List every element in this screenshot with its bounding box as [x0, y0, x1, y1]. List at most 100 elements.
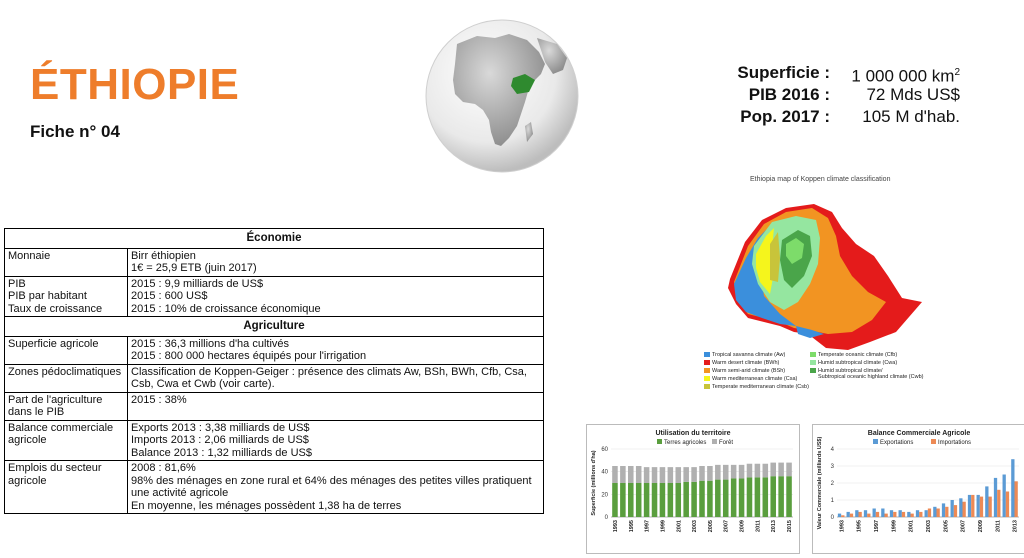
- x-tick-label: 1995: [629, 520, 635, 532]
- row-label-line: Balance commerciale: [8, 421, 114, 434]
- row-value-line: 2015 : 800 000 hectares équipés pour l'i…: [131, 350, 367, 362]
- x-tick-label: 1993: [613, 520, 619, 532]
- bar: [730, 478, 737, 517]
- x-tick-label: 2011: [755, 520, 761, 532]
- row-label: Zones pédoclimatiques: [4, 363, 128, 393]
- bar: [863, 510, 868, 517]
- row-value-line: 1€ = 25,9 ETB (juin 2017): [131, 262, 257, 274]
- country-title: ÉTHIOPIE: [30, 60, 240, 109]
- legend-label: Temperate mediterranean climate (Csb): [712, 384, 809, 390]
- y-axis-label: Valeur Commerciale (milliards US$): [817, 437, 823, 530]
- x-tick-label: 2003: [926, 520, 932, 532]
- row-value-line: Classification de Koppen-Geiger : présen…: [131, 365, 527, 378]
- bar: [837, 513, 842, 517]
- bar: [933, 506, 937, 517]
- y-tick-label: 60: [601, 447, 608, 453]
- table-row: Superficie agricole 2015 : 36,3 millions …: [4, 335, 544, 365]
- table-row: PIB PIB par habitant Taux de croissance 201…: [4, 275, 544, 317]
- legend-label: Humid subtropical climate (Cwa): [818, 360, 897, 366]
- koppen-climate-map: Ethiopia map of Koppen climate classific…: [700, 176, 940, 406]
- land-use-chart: Utilisation du territoire Terres agricole…: [586, 424, 800, 554]
- bar: [950, 500, 954, 517]
- x-tick-label: 1997: [645, 520, 651, 532]
- x-tick-label: 1999: [891, 520, 897, 532]
- globe-locator-map: [425, 19, 579, 173]
- bar: [691, 481, 697, 517]
- fact-sheet-table: Économie Monnaie Birr éthiopien 1€ = 25,9 E…: [4, 228, 544, 514]
- row-value-line: Csb, Cwa et Cwb (voir carte).: [131, 378, 275, 390]
- row-label-line: agricole: [8, 474, 47, 487]
- bar: [699, 480, 705, 517]
- row-value: Exports 2013 : 3,38 milliards de US$ Impo…: [127, 419, 544, 461]
- ethiopia-highlight: [511, 74, 535, 94]
- bar: [985, 486, 989, 517]
- row-label: Emplois du secteur agricole: [4, 460, 128, 514]
- bar: [936, 508, 940, 517]
- table-row: Zones pédoclimatiques Classification de K…: [4, 363, 544, 393]
- row-label: Superficie agricole: [4, 335, 128, 365]
- bar: [754, 463, 761, 478]
- bar: [971, 494, 975, 517]
- legend-label-line: Temperate oceanic climate (Cfb): [818, 352, 898, 358]
- bar: [907, 511, 911, 517]
- legend-label: Temperate oceanic climate (Cfb): [818, 352, 897, 358]
- legend-label: Warm desert climate (BWh): [712, 360, 779, 366]
- bar: [927, 508, 932, 517]
- row-value-line: 2015 : 36,3 millions d'ha cultivés: [131, 337, 290, 350]
- legend-swatch: [810, 352, 816, 357]
- section-heading: Économie: [4, 228, 544, 249]
- bar: [855, 510, 859, 517]
- bar: [919, 511, 923, 517]
- row-value: 2015 : 36,3 millions d'ha cultivés 2015 :…: [127, 335, 544, 365]
- y-tick-label: 1: [831, 498, 835, 504]
- bar: [628, 466, 634, 483]
- row-label-line: PIB: [8, 277, 26, 290]
- stat-value: 72 Mds US$: [866, 85, 960, 104]
- legend-swatch: [704, 368, 710, 373]
- bar: [997, 489, 1001, 517]
- legend-label: Warm semi-arid climate (BSh): [712, 368, 785, 374]
- x-tick-label: 2005: [708, 520, 714, 532]
- x-tick-label: 2007: [724, 520, 730, 532]
- row-value-line: 98% des ménages en zone rural et 64% des…: [131, 474, 532, 487]
- bar: [770, 476, 776, 517]
- table-row: Balance commerciale agricole Exports 2013 …: [4, 419, 544, 461]
- legend-swatch: [712, 439, 717, 444]
- bar: [872, 508, 876, 517]
- bar: [910, 513, 914, 517]
- x-tick-label: 2009: [740, 520, 746, 532]
- x-tick-label: 2013: [771, 520, 777, 532]
- legend-item: Temperate mediterranean climate (Csb): [704, 384, 809, 390]
- stat-gdp: PIB 2016 : 72 Mds US$: [700, 84, 960, 106]
- bar: [941, 503, 946, 517]
- bar: [1005, 491, 1010, 517]
- legend-label: Forêt: [719, 440, 733, 446]
- bar: [841, 515, 845, 517]
- stat-label: Superficie :: [737, 63, 830, 82]
- legend-item: Tropical savanna climate (Aw): [704, 352, 785, 358]
- legend-label-line: Warm desert climate (BWh): [712, 360, 780, 366]
- agri-trade-balance-chart: Balance Commerciale Agricole Exportations…: [812, 424, 1024, 554]
- bar: [770, 462, 776, 477]
- bar: [976, 494, 980, 517]
- legend-swatch: [810, 360, 816, 365]
- row-label-line: Monnaie: [8, 249, 51, 262]
- legend-swatch: [704, 376, 710, 381]
- stat-value: 105 M d'hab.: [862, 107, 960, 126]
- fiche-number: Fiche n° 04: [30, 122, 120, 141]
- bar: [667, 483, 674, 517]
- row-value-line: 2008 : 81,6%: [131, 462, 196, 474]
- bar: [901, 511, 906, 517]
- bar: [898, 510, 902, 517]
- bar: [675, 467, 682, 483]
- bar: [778, 476, 784, 517]
- bar: [635, 466, 642, 483]
- bar: [683, 481, 689, 517]
- legend-label: Tropical savanna climate (Aw): [712, 352, 785, 358]
- section-heading: Agriculture: [4, 316, 544, 337]
- y-tick-label: 2: [831, 481, 835, 487]
- bar: [643, 467, 650, 483]
- bar: [738, 478, 745, 517]
- bar: [715, 464, 721, 480]
- bar: [893, 511, 897, 517]
